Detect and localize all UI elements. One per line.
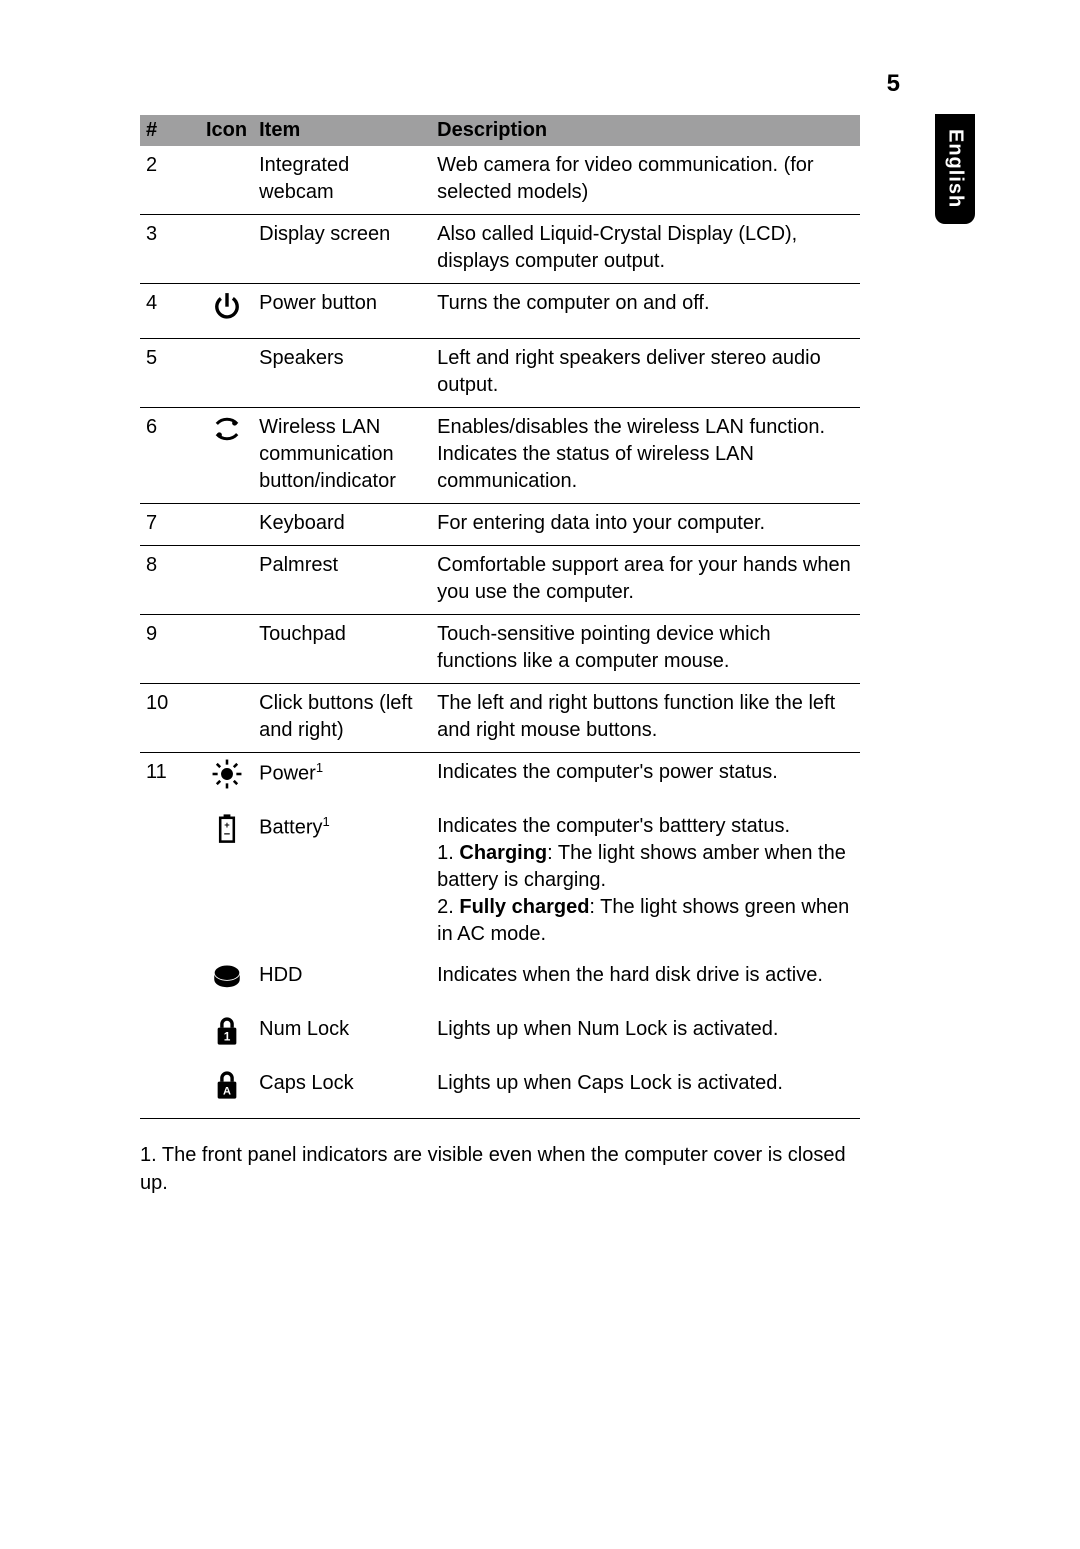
- cell-item: Battery1: [253, 807, 431, 956]
- cell-item: Power button: [253, 284, 431, 339]
- cell-num: 3: [140, 215, 200, 284]
- cell-item: Speakers: [253, 339, 431, 408]
- battery-icon: +−: [210, 828, 244, 850]
- cell-num: 5: [140, 339, 200, 408]
- cell-desc: Touch-sensitive pointing device which fu…: [431, 615, 860, 684]
- table-row: 6 Wireless LAN communication button/indic…: [140, 408, 860, 504]
- cell-desc: For entering data into your computer.: [431, 504, 860, 546]
- table-header-row: # Icon Item Description: [140, 115, 860, 146]
- cell-desc: Indicates the computer's power status.: [431, 753, 860, 808]
- cell-desc: Lights up when Caps Lock is activated.: [431, 1064, 860, 1119]
- cell-num: [140, 1064, 200, 1119]
- table-row: 9 TouchpadTouch-sensitive pointing device…: [140, 615, 860, 684]
- cell-icon: [200, 615, 253, 684]
- svg-text:A: A: [223, 1085, 231, 1097]
- cell-num: 2: [140, 146, 200, 215]
- cell-num: 8: [140, 546, 200, 615]
- svg-text:1: 1: [223, 1029, 230, 1043]
- cell-num: 6: [140, 408, 200, 504]
- cell-desc: Enables/disables the wireless LAN functi…: [431, 408, 860, 504]
- cell-desc: Web camera for video communication. (for…: [431, 146, 860, 215]
- cell-desc: Indicates when the hard disk drive is ac…: [431, 956, 860, 1010]
- cell-icon: [200, 753, 253, 808]
- table-row: 1 Num LockLights up when Num Lock is acti…: [140, 1010, 860, 1064]
- page-number: 5: [887, 70, 900, 98]
- cell-desc: Indicates the computer's batttery status…: [431, 807, 860, 956]
- caps-lock-icon: A: [210, 1085, 244, 1107]
- cell-num: 7: [140, 504, 200, 546]
- hdd-icon: [210, 977, 244, 999]
- table-row: 5 SpeakersLeft and right speakers deliver…: [140, 339, 860, 408]
- language-tab-label: English: [944, 129, 967, 208]
- header-item: Item: [253, 115, 431, 146]
- header-num: #: [140, 115, 200, 146]
- cell-item: Touchpad: [253, 615, 431, 684]
- power-light-icon: [210, 774, 244, 796]
- cell-item: Display screen: [253, 215, 431, 284]
- cell-num: 10: [140, 684, 200, 753]
- main-content: # Icon Item Description 2 Integrated webc…: [140, 115, 860, 1197]
- footnote: 1. The front panel indicators are visibl…: [140, 1141, 860, 1197]
- cell-item: HDD: [253, 956, 431, 1010]
- cell-icon: [200, 146, 253, 215]
- cell-icon: +−: [200, 807, 253, 956]
- cell-icon: [200, 684, 253, 753]
- table-row: 2 Integrated webcamWeb camera for video c…: [140, 146, 860, 215]
- power-button-icon: [210, 305, 244, 327]
- cell-icon: A: [200, 1064, 253, 1119]
- cell-item: Power1: [253, 753, 431, 808]
- cell-desc: Also called Liquid-Crystal Display (LCD)…: [431, 215, 860, 284]
- cell-num: [140, 956, 200, 1010]
- cell-item: Caps Lock: [253, 1064, 431, 1119]
- table-row: A Caps LockLights up when Caps Lock is ac…: [140, 1064, 860, 1119]
- cell-num: 4: [140, 284, 200, 339]
- cell-item: Keyboard: [253, 504, 431, 546]
- table-row: +− Battery1Indicates the computer's battt…: [140, 807, 860, 956]
- cell-num: 11: [140, 753, 200, 808]
- header-desc: Description: [431, 115, 860, 146]
- cell-item: Integrated webcam: [253, 146, 431, 215]
- cell-num: [140, 1010, 200, 1064]
- cell-desc: Left and right speakers deliver stereo a…: [431, 339, 860, 408]
- table-row: 7 KeyboardFor entering data into your com…: [140, 504, 860, 546]
- wifi-icon: [210, 429, 244, 451]
- cell-item: Palmrest: [253, 546, 431, 615]
- components-table: # Icon Item Description 2 Integrated webc…: [140, 115, 860, 1119]
- svg-text:−: −: [223, 828, 229, 840]
- language-tab: English: [935, 114, 975, 224]
- cell-icon: 1: [200, 1010, 253, 1064]
- cell-icon: [200, 408, 253, 504]
- cell-icon: [200, 284, 253, 339]
- table-row: HDDIndicates when the hard disk drive is…: [140, 956, 860, 1010]
- cell-icon: [200, 956, 253, 1010]
- header-icon: Icon: [200, 115, 253, 146]
- cell-icon: [200, 546, 253, 615]
- cell-icon: [200, 339, 253, 408]
- cell-num: 9: [140, 615, 200, 684]
- cell-icon: [200, 215, 253, 284]
- cell-item: Click buttons (left and right): [253, 684, 431, 753]
- cell-icon: [200, 504, 253, 546]
- table-row: 11 Power1Indicates the computer's power s…: [140, 753, 860, 808]
- table-row: 8 PalmrestComfortable support area for yo…: [140, 546, 860, 615]
- cell-num: [140, 807, 200, 956]
- table-row: 3 Display screenAlso called Liquid-Crysta…: [140, 215, 860, 284]
- cell-desc: Comfortable support area for your hands …: [431, 546, 860, 615]
- num-lock-icon: 1: [210, 1031, 244, 1053]
- cell-desc: Turns the computer on and off.: [431, 284, 860, 339]
- cell-item: Num Lock: [253, 1010, 431, 1064]
- table-row: 4 Power buttonTurns the computer on and o…: [140, 284, 860, 339]
- table-row: 10 Click buttons (left and right)The left…: [140, 684, 860, 753]
- cell-desc: The left and right buttons function like…: [431, 684, 860, 753]
- cell-desc: Lights up when Num Lock is activated.: [431, 1010, 860, 1064]
- cell-item: Wireless LAN communication button/indica…: [253, 408, 431, 504]
